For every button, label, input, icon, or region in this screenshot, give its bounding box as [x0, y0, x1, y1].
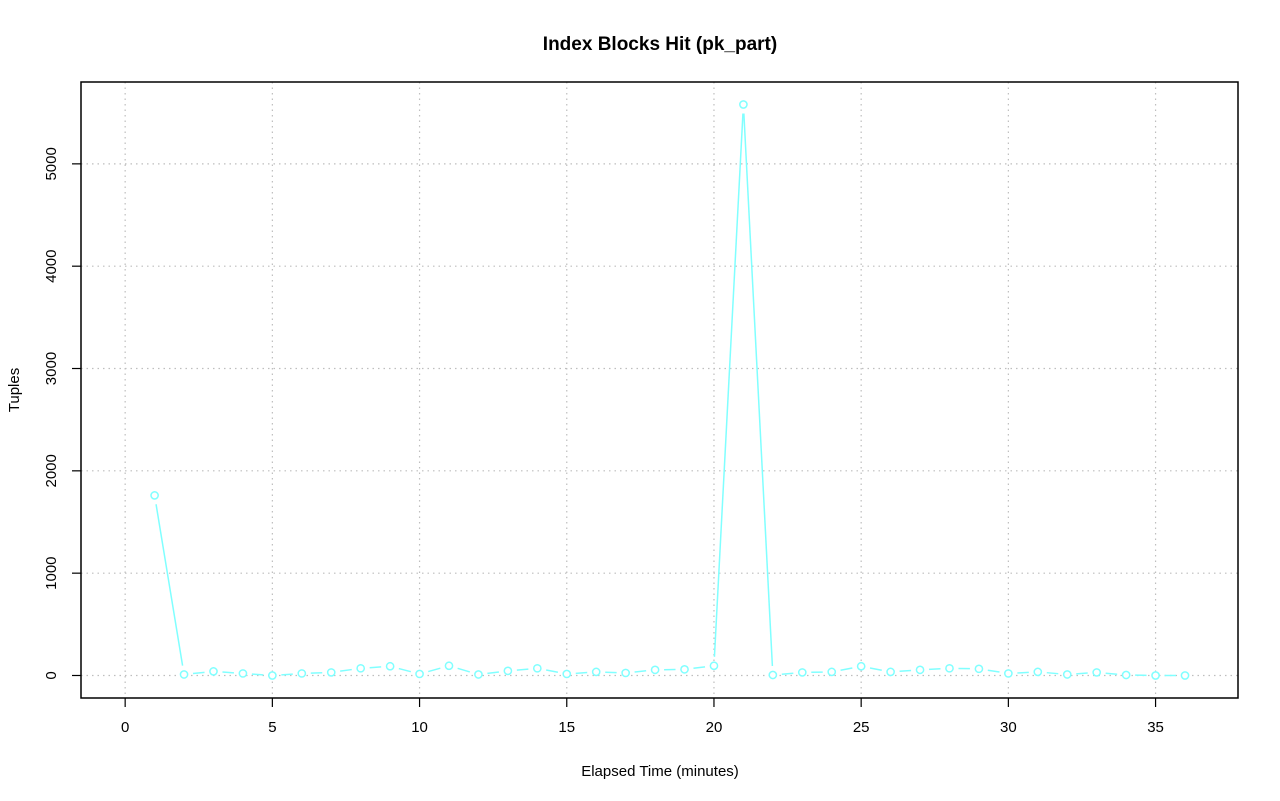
x-tick-label: 30: [1000, 719, 1017, 736]
plot-frame: [80, 81, 1239, 699]
series-line-segment: [1105, 672, 1118, 675]
chart-title: Index Blocks Hit (pk_part): [543, 34, 777, 55]
x-tick-label: 0: [121, 719, 129, 736]
y-tick-label: 1000: [43, 556, 60, 589]
data-point: [1151, 671, 1160, 680]
series-line-segment: [251, 673, 264, 676]
series-line-segment: [340, 668, 352, 672]
y-axis-label: Tuples: [6, 368, 23, 412]
data-point: [591, 667, 601, 677]
series-line-segment: [1046, 671, 1059, 675]
data-point: [886, 667, 895, 677]
data-point: [209, 667, 218, 676]
data-point: [827, 667, 837, 677]
series-line-segment: [516, 668, 529, 671]
series-line-segment: [487, 671, 500, 675]
data-point: [739, 100, 748, 109]
data-point: [1062, 670, 1072, 679]
series-line-segment: [457, 667, 471, 673]
x-tick-label: 15: [558, 719, 575, 736]
series-line-segment: [987, 669, 1000, 673]
data-point: [945, 663, 954, 673]
series-line-segment: [713, 113, 744, 657]
series-line-segment: [428, 667, 441, 673]
data-point: [415, 669, 424, 679]
series: [150, 100, 1190, 680]
data-point: [326, 668, 336, 677]
series-line-segment: [899, 669, 912, 673]
data-point: [797, 668, 807, 677]
series-line-segment: [840, 667, 853, 671]
series-line-segment: [781, 672, 794, 675]
series-line-segment: [928, 668, 941, 671]
data-point: [444, 661, 454, 671]
data-point: [768, 670, 778, 680]
x-tick-label: 20: [706, 719, 723, 736]
series-line-segment: [869, 667, 882, 671]
data-point: [474, 670, 483, 679]
data-point: [179, 670, 189, 679]
data-point: [562, 669, 572, 679]
series-line-segment: [369, 666, 382, 669]
data-point: [297, 669, 307, 678]
axes: 0 5 10 15 20 25 30 35 0 1000 2000 3000 4000 5000: [43, 147, 1164, 736]
series-line-segment: [192, 671, 205, 675]
grid: [81, 82, 1238, 698]
series-line-segment: [575, 671, 588, 675]
data-point: [621, 668, 630, 678]
data-point: [915, 665, 925, 675]
data-point: [385, 661, 395, 671]
series-line-segment: [546, 669, 559, 674]
y-tick-label: 3000: [43, 352, 60, 385]
data-point: [238, 669, 248, 678]
data-point: [1033, 667, 1043, 677]
data-point: [974, 664, 984, 674]
data-point: [1180, 671, 1190, 680]
series-line-segment: [398, 667, 412, 673]
data-point: [680, 664, 689, 674]
x-tick-label: 10: [411, 719, 428, 736]
data-point: [356, 663, 366, 673]
series-line-segment: [743, 113, 774, 667]
series-line-segment: [281, 673, 293, 676]
y-tick-label: 2000: [43, 454, 60, 487]
data-point: [856, 661, 866, 671]
data-point: [150, 491, 159, 500]
data-point: [532, 663, 542, 673]
series-line-segment: [1076, 672, 1088, 675]
data-point: [1121, 670, 1131, 680]
x-tick-label: 35: [1147, 719, 1164, 736]
series-line-segment: [693, 666, 706, 670]
data-point: [709, 661, 719, 671]
data-point: [503, 666, 513, 676]
x-axis-label: Elapsed Time (minutes): [581, 763, 739, 780]
series-line-segment: [634, 670, 647, 673]
data-point: [1092, 668, 1102, 677]
x-tick-label: 5: [268, 719, 276, 736]
y-tick-label: 0: [43, 671, 60, 679]
x-tick-label: 25: [853, 719, 870, 736]
data-point: [650, 665, 660, 675]
y-tick-label: 4000: [43, 249, 60, 282]
data-point: [1004, 669, 1013, 678]
series-line-segment: [222, 671, 234, 674]
series-line-segment: [155, 504, 184, 666]
data-point: [268, 671, 277, 680]
series-line-segment: [1017, 671, 1029, 674]
y-tick-label: 5000: [43, 147, 60, 180]
